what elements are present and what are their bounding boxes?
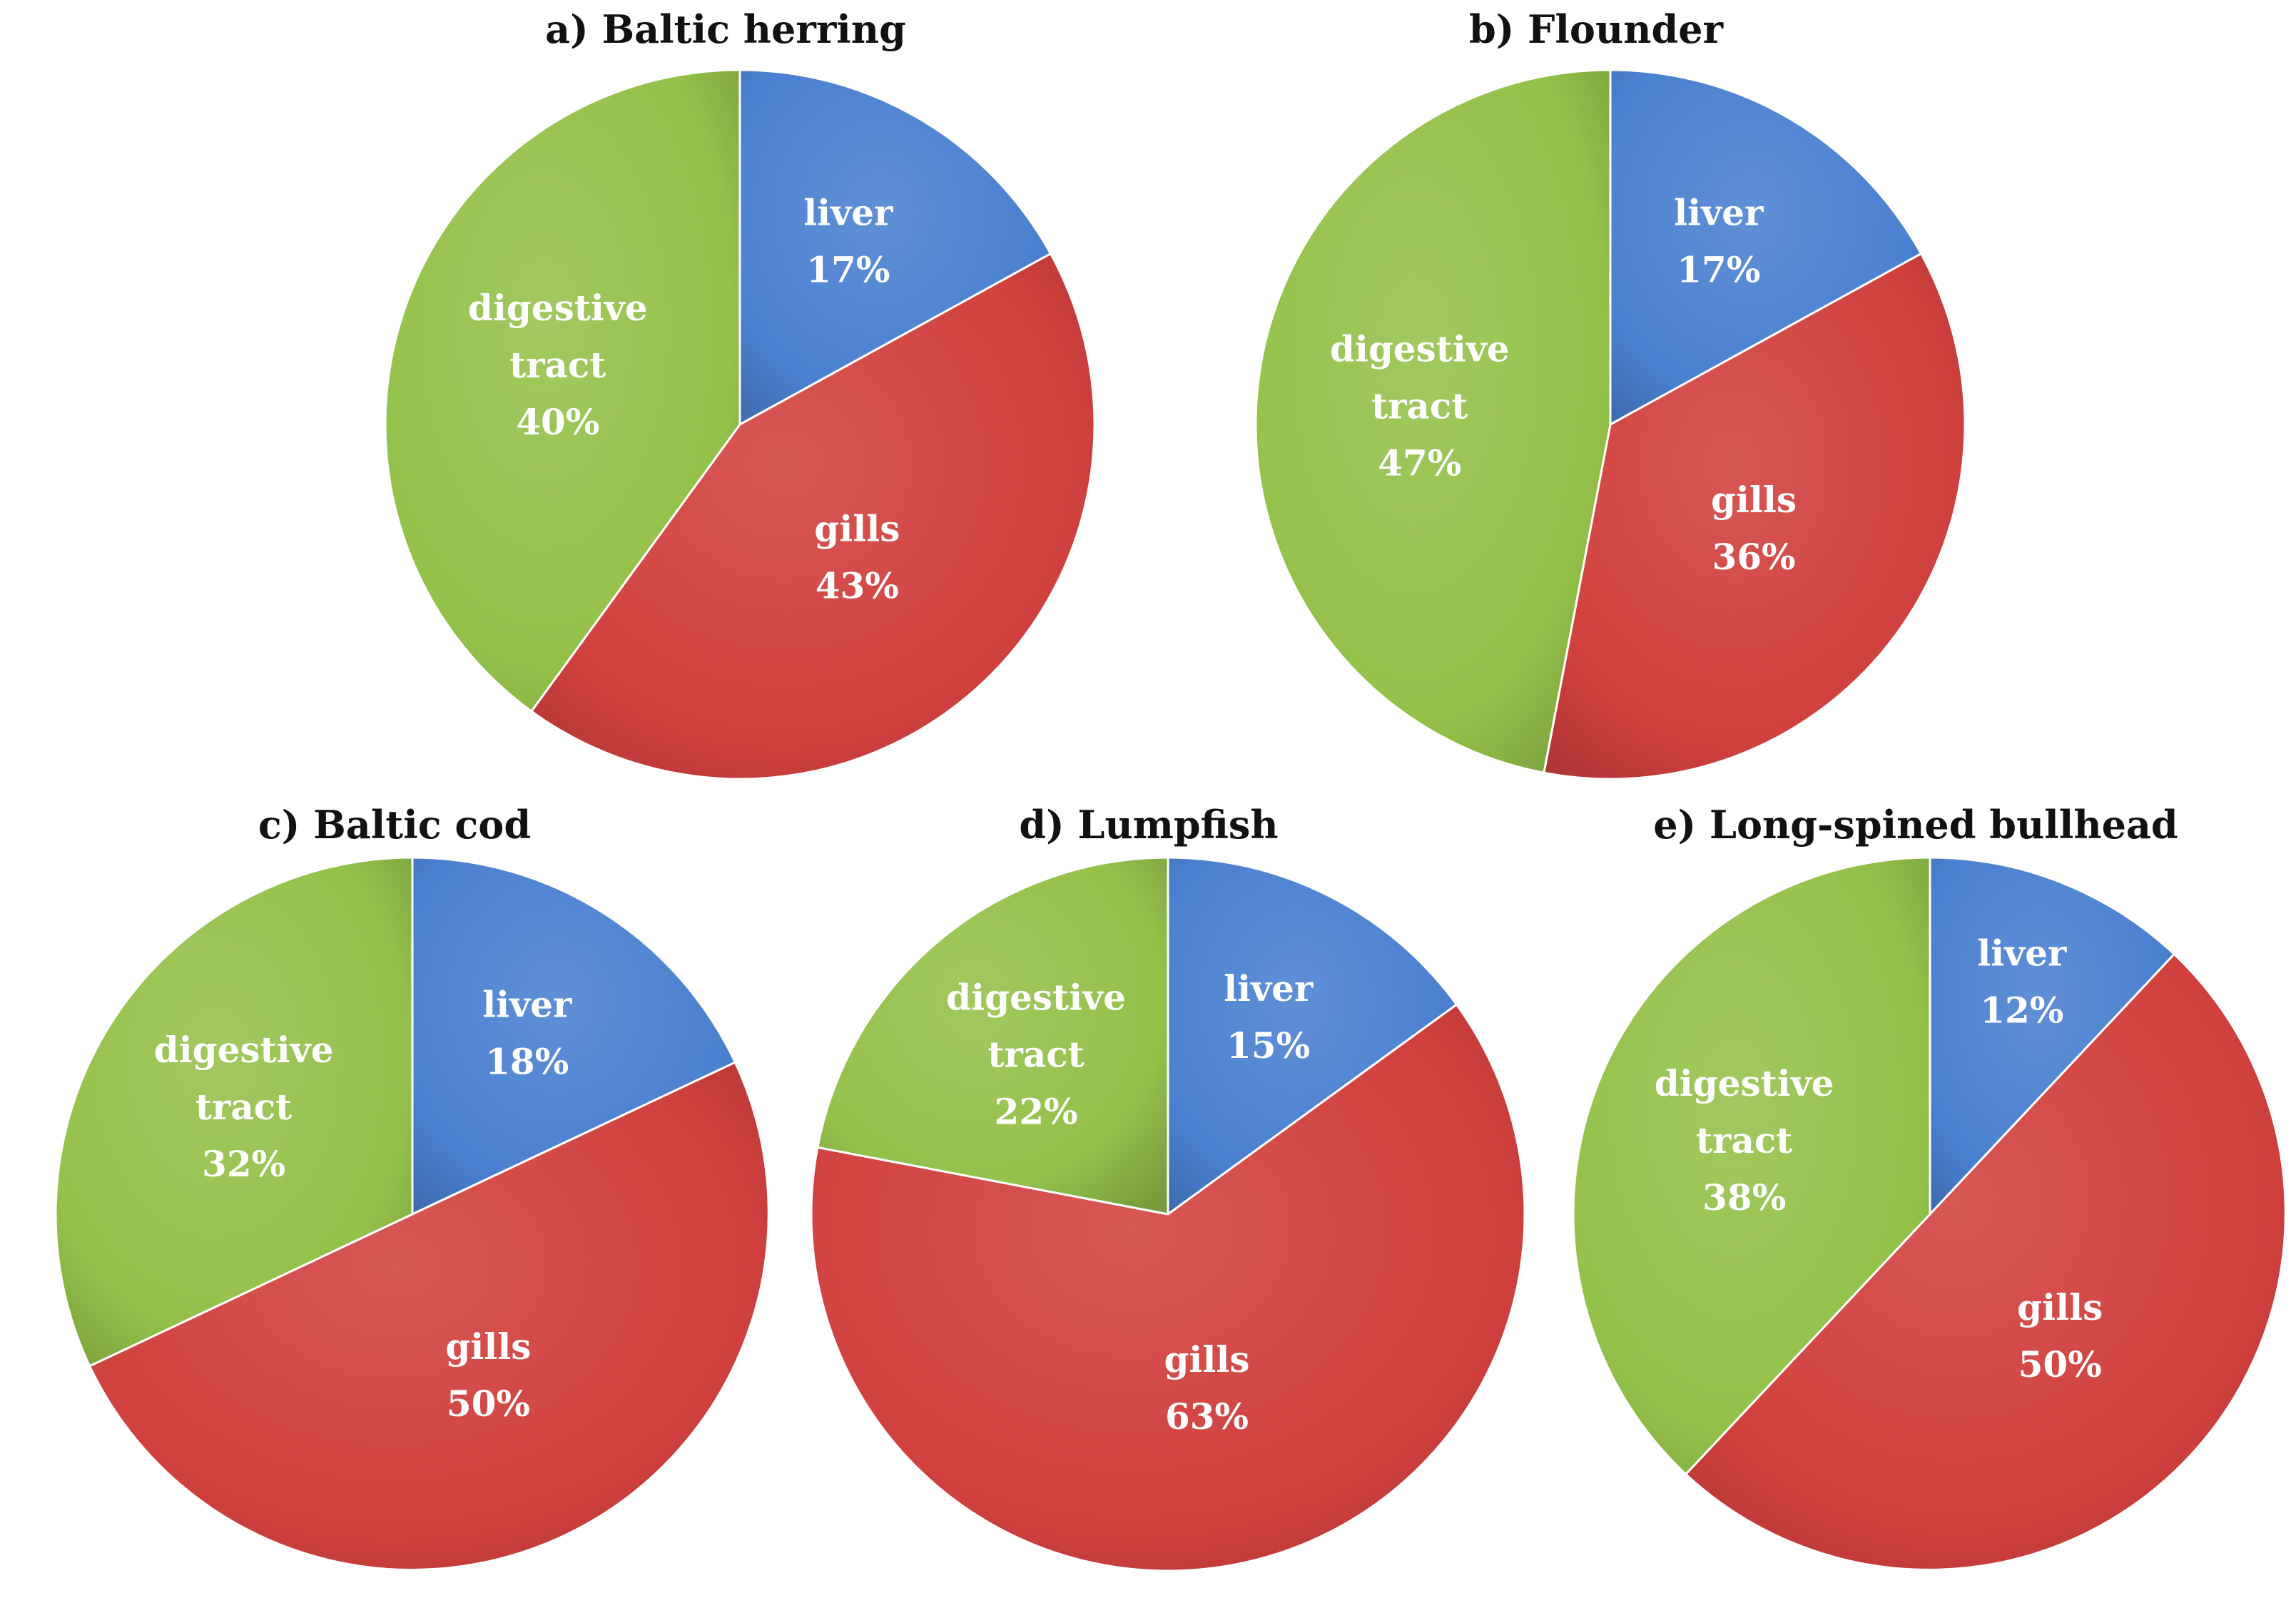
slice-value-label: 38% (1702, 1176, 1786, 1218)
slice-category-label: gills (1711, 479, 1797, 521)
pie-slice-gills (88, 1061, 770, 1571)
slice-value-label: 17% (1677, 248, 1760, 290)
pie-slice-digestive-tract (816, 856, 1169, 1216)
slice-category-label: digestive (1330, 328, 1510, 370)
slice-label-digestive-tract: digestive tract 32% (154, 1029, 334, 1185)
pie-slice-digestive-tract (1572, 856, 1931, 1475)
pie-slice-gills (810, 1003, 1526, 1572)
slice-label-digestive-tract: digestive tract 40% (468, 287, 648, 443)
pie-chart-flounder: b) Flounder liver 17% gills 36% digestive tra… (1254, 6, 1966, 780)
chart-title: c) Baltic cod (258, 802, 531, 848)
slice-category-label: tract (987, 1034, 1084, 1076)
pie-slice-liver (738, 68, 1052, 426)
slice-label-digestive-tract: digestive tract 47% (1330, 328, 1510, 484)
slice-category-label: gills (445, 1325, 531, 1368)
slice-value-label: 17% (806, 248, 890, 290)
chart-title: d) Lumpfish (1019, 802, 1278, 848)
slice-category-label: liver (1224, 967, 1314, 1009)
slice-value-label: 63% (1165, 1395, 1249, 1437)
pie-slice-liver (411, 856, 736, 1216)
slice-category-label: digestive (1655, 1062, 1834, 1104)
slice-category-label: tract (195, 1086, 292, 1128)
slice-value-label: 32% (202, 1143, 285, 1185)
pie-slice-digestive-tract (54, 856, 414, 1368)
slice-label-liver: liver 15% (1224, 967, 1314, 1067)
slice-label-gills: gills 63% (1164, 1338, 1249, 1437)
slice-value-label: 47% (1378, 442, 1461, 484)
slice-value-label: 36% (1712, 536, 1795, 578)
slice-label-liver: liver 12% (1977, 932, 2067, 1032)
pie-slice-digestive-tract (1254, 68, 1612, 774)
slice-category-label: digestive (154, 1029, 334, 1071)
slice-category-label: tract (1371, 385, 1468, 427)
slice-label-liver: liver 18% (482, 984, 572, 1083)
slice-label-gills: gills 50% (2017, 1286, 2103, 1385)
pie-slice-gills (530, 253, 1096, 780)
slice-value-label: 40% (516, 401, 599, 443)
pie-slice-liver (1167, 856, 1458, 1216)
slice-category-label: liver (1674, 191, 1764, 233)
pie-slice-gills (1543, 253, 1966, 780)
slice-label-digestive-tract: digestive tract 22% (946, 977, 1126, 1133)
pie-slice-digestive-tract (384, 68, 741, 713)
slice-label-gills: gills 36% (1711, 479, 1797, 578)
slice-category-label: gills (814, 507, 900, 549)
slice-category-label: tract (509, 344, 606, 386)
slice-category-label: digestive (946, 977, 1126, 1019)
slice-category-label: liver (1977, 932, 2067, 974)
slice-value-label: 22% (995, 1091, 1078, 1133)
slice-category-label: liver (482, 984, 572, 1026)
pie-slice-gills (1685, 953, 2287, 1571)
slice-category-label: digestive (468, 287, 648, 329)
slice-category-label: gills (2017, 1286, 2103, 1328)
slice-value-label: 50% (2018, 1343, 2102, 1385)
pie-slice-liver (1609, 68, 1923, 426)
pie-slice-liver (1929, 856, 2175, 1216)
slice-category-label: tract (1696, 1119, 1792, 1161)
pie-chart-long-spined-bullhead: e) Long-spined bullhead liver 12% gills 50%… (1572, 802, 2287, 1571)
slice-value-label: 12% (1980, 989, 2063, 1032)
pie-chart-lumpfish: d) Lumpfish liver 15% gills 63% digestive tra… (810, 802, 1526, 1572)
slice-value-label: 18% (485, 1041, 569, 1083)
slice-label-digestive-tract: digestive tract 38% (1655, 1062, 1834, 1218)
slice-label-gills: gills 50% (445, 1325, 531, 1425)
slice-label-liver: liver 17% (803, 191, 893, 290)
pie-chart-baltic-cod: c) Baltic cod liver 18% gills 50% digestive t… (54, 802, 770, 1571)
slice-category-label: liver (803, 191, 893, 233)
slice-category-label: gills (1164, 1338, 1249, 1380)
pie-chart-baltic-herring: a) Baltic herring liver 17% gills 43% digest… (384, 6, 1096, 780)
chart-title: e) Long-spined bullhead (1653, 802, 2178, 848)
slice-value-label: 15% (1226, 1024, 1310, 1067)
chart-title: b) Flounder (1469, 6, 1724, 52)
chart-title: a) Baltic herring (545, 6, 906, 52)
slice-value-label: 43% (816, 564, 899, 606)
slice-value-label: 50% (447, 1383, 530, 1425)
slice-label-liver: liver 17% (1674, 191, 1764, 290)
slice-label-gills: gills 43% (814, 507, 900, 606)
